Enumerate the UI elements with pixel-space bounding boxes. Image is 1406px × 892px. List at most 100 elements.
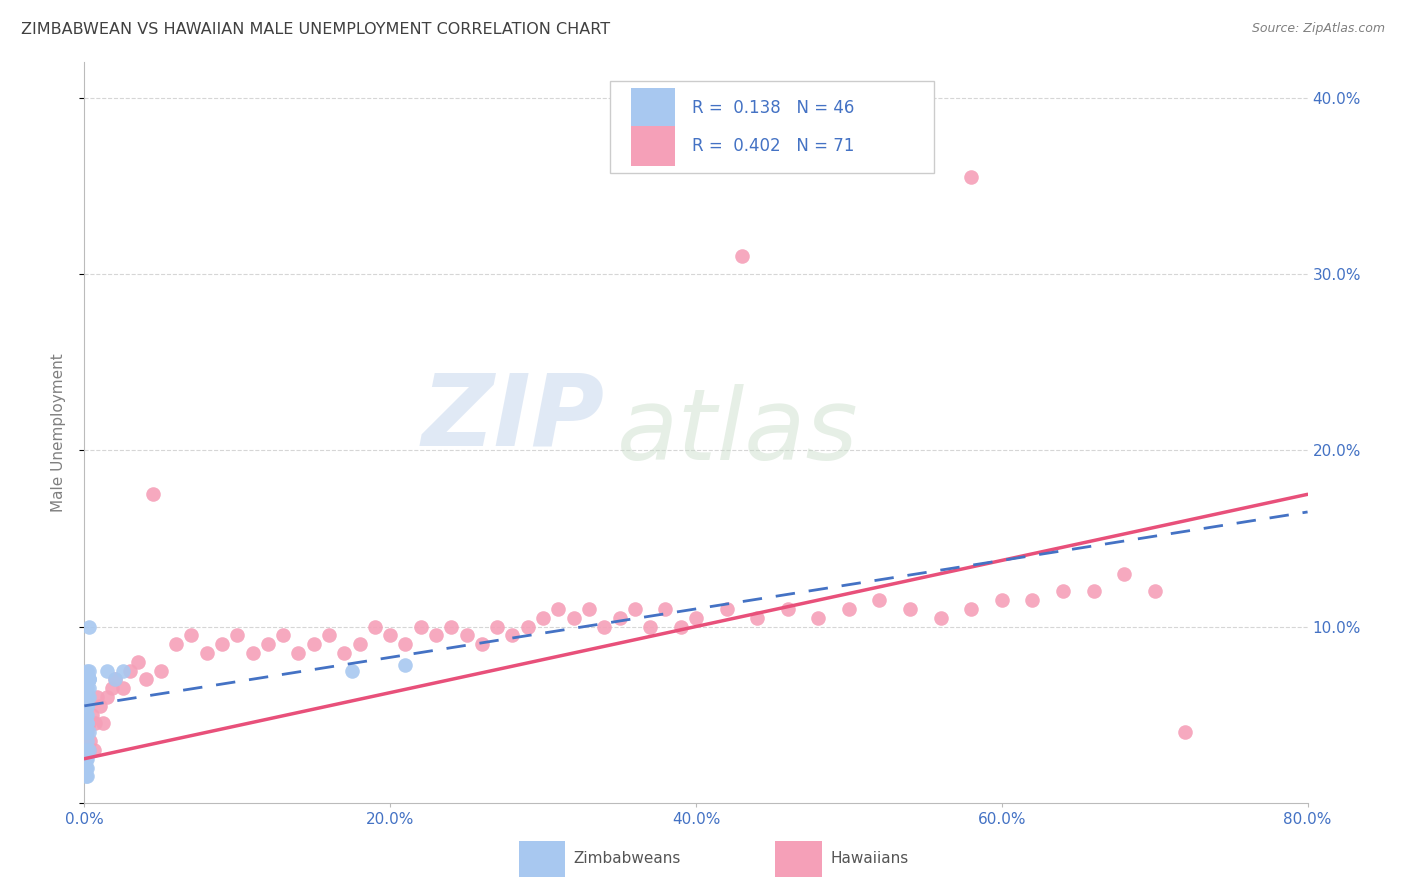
Point: [135, 673, 157, 687]
Point: [394, 658, 416, 673]
Point: [380, 628, 402, 642]
Point: [77, 673, 100, 687]
Point: [1143, 584, 1166, 599]
Point: [77, 743, 100, 757]
Point: [76, 690, 98, 704]
Point: [75, 743, 97, 757]
Point: [76, 716, 98, 731]
Point: [991, 593, 1014, 607]
Point: [76, 681, 98, 696]
Point: [75, 681, 97, 696]
Bar: [631, 88, 675, 128]
Point: [333, 646, 356, 660]
Point: [394, 637, 416, 651]
Point: [80, 707, 103, 722]
Point: [340, 664, 363, 678]
Point: [96, 664, 118, 678]
Text: ZIMBABWEAN VS HAWAIIAN MALE UNEMPLOYMENT CORRELATION CHART: ZIMBABWEAN VS HAWAIIAN MALE UNEMPLOYMENT…: [21, 22, 610, 37]
Point: [349, 637, 371, 651]
Point: [76, 664, 98, 678]
Point: [960, 169, 983, 184]
Point: [364, 619, 387, 633]
Point: [76, 716, 98, 731]
Point: [76, 734, 98, 748]
Point: [111, 664, 134, 678]
Point: [77, 690, 100, 704]
Point: [75, 690, 97, 704]
Y-axis label: Male Unemployment: Male Unemployment: [51, 353, 66, 512]
Point: [75, 769, 97, 783]
Point: [502, 628, 524, 642]
Point: [1114, 566, 1136, 581]
Point: [211, 637, 233, 651]
Point: [77, 673, 100, 687]
Point: [929, 610, 952, 624]
Point: [654, 602, 676, 616]
Point: [75, 681, 97, 696]
Point: [195, 646, 218, 660]
Text: R =  0.402   N = 71: R = 0.402 N = 71: [692, 137, 855, 155]
Point: [75, 760, 97, 774]
Point: [609, 610, 631, 624]
Point: [1052, 584, 1074, 599]
Point: [76, 707, 98, 722]
Point: [76, 690, 98, 704]
Point: [111, 681, 134, 696]
Point: [287, 646, 309, 660]
Point: [638, 619, 661, 633]
Text: Source: ZipAtlas.com: Source: ZipAtlas.com: [1251, 22, 1385, 36]
Point: [562, 610, 585, 624]
Point: [409, 619, 432, 633]
Point: [76, 752, 98, 766]
Point: [75, 707, 97, 722]
Point: [165, 637, 187, 651]
Point: [1083, 584, 1105, 599]
Point: [75, 698, 97, 713]
Bar: [776, 841, 823, 877]
Point: [685, 610, 707, 624]
Point: [77, 664, 100, 678]
Point: [75, 681, 97, 696]
Point: [318, 628, 340, 642]
Point: [142, 487, 165, 501]
Point: [76, 698, 98, 713]
Point: [83, 743, 105, 757]
Bar: [631, 126, 675, 166]
Point: [425, 628, 447, 642]
Point: [104, 673, 127, 687]
Point: [1021, 593, 1043, 607]
Point: [76, 690, 98, 704]
Point: [91, 716, 114, 731]
Point: [593, 619, 616, 633]
FancyBboxPatch shape: [610, 81, 935, 173]
Point: [776, 602, 799, 616]
Point: [75, 673, 97, 687]
Point: [77, 743, 100, 757]
Point: [271, 628, 294, 642]
Point: [76, 673, 98, 687]
Point: [180, 628, 202, 642]
Point: [838, 602, 860, 616]
Point: [578, 602, 600, 616]
Point: [76, 760, 98, 774]
Point: [440, 619, 463, 633]
Point: [77, 673, 100, 687]
Point: [242, 646, 264, 660]
Point: [516, 619, 538, 633]
Point: [96, 690, 118, 704]
Point: [226, 628, 249, 642]
Point: [75, 707, 97, 722]
Point: [471, 637, 494, 651]
Point: [75, 725, 97, 739]
Point: [898, 602, 921, 616]
Point: [127, 655, 149, 669]
Point: [731, 249, 754, 263]
Text: Hawaiians: Hawaiians: [831, 851, 908, 866]
Point: [257, 637, 280, 651]
Point: [669, 619, 692, 633]
Point: [77, 716, 100, 731]
Point: [75, 752, 97, 766]
Point: [149, 664, 172, 678]
Point: [104, 673, 127, 687]
Point: [75, 690, 97, 704]
